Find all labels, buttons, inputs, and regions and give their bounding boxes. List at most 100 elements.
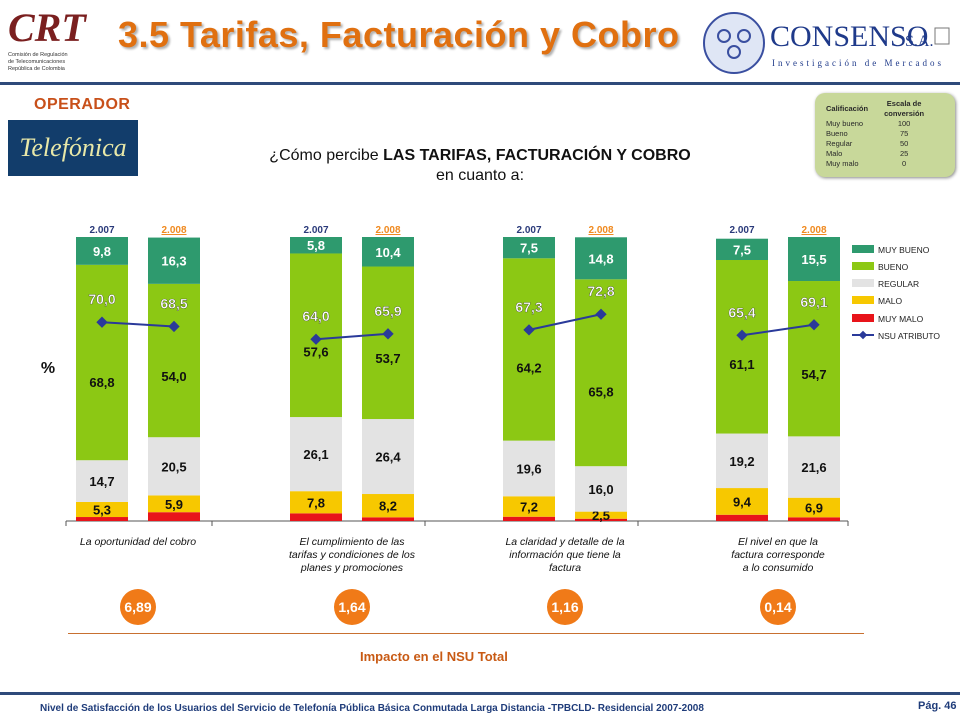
data-label: 16,3: [161, 254, 186, 269]
footer-text: Nivel de Satisfacción de los Usuarios de…: [40, 703, 704, 714]
bar-segment-muy-bueno: [788, 237, 840, 282]
legend-swatch: [852, 262, 874, 270]
nsu-line: [528, 313, 602, 331]
data-label: 5,3: [93, 502, 111, 517]
year-label: 2.008: [588, 225, 613, 236]
data-label: 10,4: [375, 245, 401, 260]
legend-swatch: [852, 314, 874, 322]
bar-segment-bueno: [788, 281, 840, 437]
page-title: 3.5 Tarifas, Facturación y Cobro: [118, 14, 680, 55]
category-label: La claridad y detalle de la: [505, 536, 624, 548]
nsu-value-label: 64,0: [302, 308, 329, 324]
bar-segment-malo: [716, 488, 768, 515]
scale-row-value: 100: [897, 119, 911, 128]
data-label: 53,7: [375, 351, 400, 366]
scale-row-value: 50: [899, 139, 909, 148]
bar-segment-muy-bueno: [716, 238, 768, 261]
legend-label: MALO: [878, 296, 902, 306]
data-label: 26,4: [375, 450, 401, 465]
category-label: factura corresponde: [731, 549, 825, 561]
bar-segment-muy-malo: [148, 512, 200, 521]
bar-segment-regular: [290, 417, 342, 492]
bar-segment-bueno: [716, 260, 768, 434]
nsu-value-label: 65,4: [728, 304, 755, 320]
operator-label: OPERADOR: [34, 96, 131, 113]
bar-segment-muy-malo: [290, 513, 342, 521]
bar-segment-bueno: [575, 279, 627, 467]
bar-segment-malo: [362, 494, 414, 518]
data-label: 54,0: [161, 369, 186, 384]
legend-label: REGULAR: [878, 279, 919, 289]
bar-segment-regular: [503, 440, 555, 497]
legend-swatch: [852, 245, 874, 253]
data-label: 5,9: [165, 497, 183, 512]
footer-divider: [0, 692, 960, 695]
legend-swatch: [852, 296, 874, 304]
crt-logo-subtitle: Comisión de Regulación de Telecomunicaci…: [8, 52, 104, 73]
impact-value: 6,89: [124, 599, 151, 615]
bar-segment-muy-malo: [716, 514, 768, 521]
year-label: 2.008: [801, 225, 826, 236]
nsu-line: [315, 332, 389, 341]
data-label: 7,2: [520, 500, 538, 515]
consenso-name: CONSENSO: [770, 20, 928, 53]
crt-subtitle-line: de Telecomunicaciones: [8, 59, 66, 65]
bar-segment-malo: [575, 511, 627, 519]
nsu-value-label: 67,3: [515, 299, 542, 315]
data-label: 9,8: [93, 244, 111, 259]
scale-row-label: Muy malo: [826, 159, 859, 168]
data-label: 21,6: [801, 460, 826, 475]
crt-logo: CRT Comisión de Regulación de Telecomuni…: [8, 8, 104, 80]
nsu-value-label: 69,1: [800, 294, 827, 310]
year-label: 2.007: [516, 225, 541, 236]
bar-segment-muy-malo: [788, 517, 840, 521]
data-label: 54,7: [801, 367, 826, 382]
question-prefix: ¿Cómo percibe: [269, 147, 384, 164]
scale-row-value: 0: [902, 159, 907, 168]
bar-segment-malo: [788, 497, 840, 518]
bar-segment-bueno: [503, 258, 555, 441]
year-label: 2.007: [303, 225, 328, 236]
scale-row-value: 25: [899, 149, 909, 158]
nsu-value-label: 70,0: [88, 291, 115, 307]
bar-segment-muy-malo: [503, 516, 555, 521]
impact-circle: [334, 589, 370, 625]
nsu-marker: [595, 308, 607, 320]
consenso-suffix: S.A.: [905, 33, 933, 50]
year-label: 2.007: [89, 225, 114, 236]
legend-label: BUENO: [878, 262, 909, 272]
year-label: 2.008: [375, 225, 400, 236]
legend-swatch: [852, 279, 874, 287]
question-emphasis: LAS TARIFAS, FACTURACIÓN Y COBRO: [383, 147, 691, 164]
data-label: 14,8: [588, 251, 613, 266]
category-label: factura: [549, 562, 581, 574]
impact-divider: [68, 633, 864, 634]
bar-segment-bueno: [148, 283, 200, 438]
data-label: 19,2: [729, 454, 754, 469]
conversion-scale-box: Calificación Escala de conversión Muy bu…: [815, 93, 955, 177]
telefonica-logo: Telefónica: [8, 120, 138, 176]
scale-header-right: Escala de conversión: [884, 99, 925, 118]
scale-header-left: Calificación: [826, 104, 869, 113]
data-label: 64,2: [516, 361, 541, 376]
header-divider: [0, 82, 960, 85]
data-label: 9,4: [733, 494, 752, 509]
year-label: 2.007: [729, 225, 754, 236]
bar-segment-muy-bueno: [575, 237, 627, 280]
data-label: 26,1: [303, 447, 328, 462]
bar-segment-bueno: [362, 266, 414, 420]
legend-label: NSU ATRIBUTO: [878, 331, 940, 341]
nsu-marker: [736, 329, 748, 341]
bar-segment-regular: [76, 460, 128, 502]
data-label: 7,5: [520, 241, 538, 256]
category-label: a lo consumido: [743, 562, 814, 574]
consenso-logo: CONSENSO S.A. Investigación de Mercados: [703, 12, 950, 74]
data-label: 8,2: [379, 499, 397, 514]
data-label: 68,8: [89, 375, 114, 390]
category-label: El nivel en que la: [738, 536, 818, 548]
bar-segment-muy-bueno: [76, 237, 128, 265]
legend-label: MUY BUENO: [878, 245, 930, 255]
data-label: 6,9: [805, 501, 823, 516]
data-label: 19,6: [516, 461, 541, 476]
nsu-marker: [808, 319, 820, 331]
